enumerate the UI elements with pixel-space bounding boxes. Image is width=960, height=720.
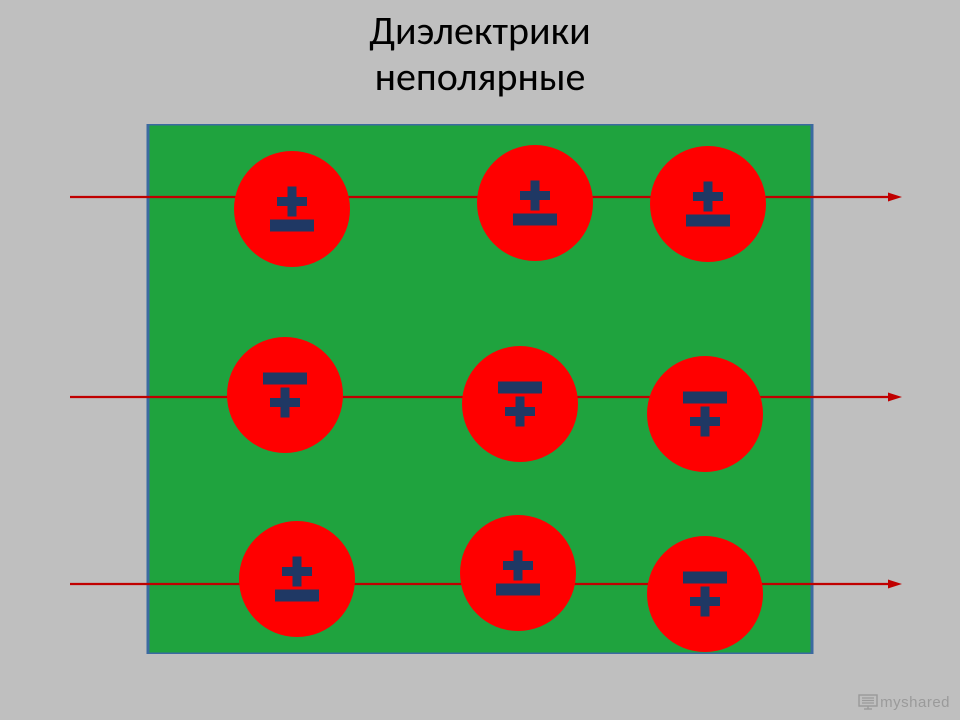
- molecule: [227, 337, 343, 453]
- minus-icon: [263, 373, 307, 385]
- minus-icon: [275, 590, 319, 602]
- minus-icon: [686, 215, 730, 227]
- title-line-2: неполярные: [375, 52, 586, 101]
- minus-icon: [498, 382, 542, 394]
- dielectric-diagram: [40, 124, 920, 654]
- minus-icon: [683, 572, 727, 584]
- minus-icon: [513, 214, 557, 226]
- watermark-text: myshared: [880, 694, 950, 711]
- minus-icon: [270, 220, 314, 232]
- molecule: [650, 146, 766, 262]
- molecule: [239, 521, 355, 637]
- watermark: myshared: [858, 694, 950, 714]
- molecule: [477, 145, 593, 261]
- presentation-icon: [858, 694, 878, 714]
- minus-icon: [683, 392, 727, 404]
- molecule: [460, 515, 576, 631]
- molecule: [234, 151, 350, 267]
- molecule: [462, 346, 578, 462]
- molecule: [647, 356, 763, 472]
- slide-title: Диэлектрики неполярные: [0, 8, 960, 100]
- molecule: [647, 536, 763, 652]
- title-line-1: Диэлектрики: [369, 6, 591, 55]
- minus-icon: [496, 584, 540, 596]
- slide: Диэлектрики неполярные myshared: [0, 0, 960, 720]
